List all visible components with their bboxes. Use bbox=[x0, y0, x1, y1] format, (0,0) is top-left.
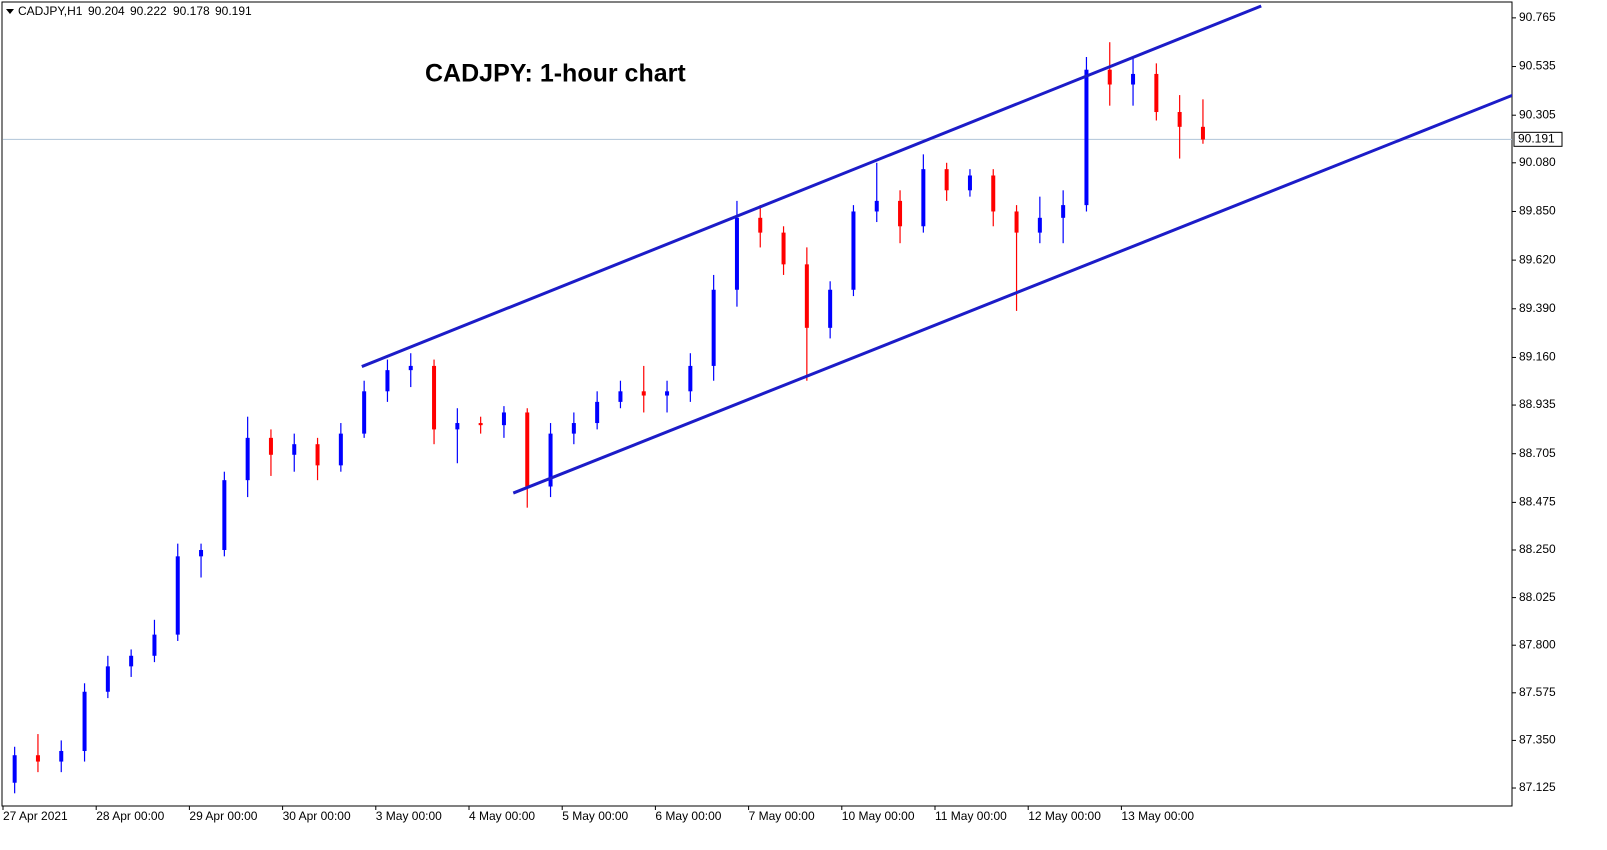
y-tick-label: 88.935 bbox=[1519, 397, 1556, 411]
candle-body bbox=[688, 365, 693, 392]
candle-body bbox=[758, 217, 763, 233]
candle-body bbox=[1154, 73, 1159, 113]
y-tick-label: 88.475 bbox=[1519, 495, 1556, 509]
x-tick-label: 10 May 00:00 bbox=[842, 809, 915, 823]
y-tick-label: 89.850 bbox=[1519, 204, 1556, 218]
plot-frame bbox=[1, 1, 1513, 807]
channel-line bbox=[361, 4, 1262, 368]
y-tick-label: 90.535 bbox=[1519, 59, 1556, 73]
header-high: 90.222 bbox=[130, 4, 167, 18]
x-tick-label: 6 May 00:00 bbox=[655, 809, 721, 823]
y-tick-label: 88.705 bbox=[1519, 446, 1556, 460]
x-tick-label: 29 Apr 00:00 bbox=[189, 809, 257, 823]
candle-body bbox=[478, 423, 483, 426]
candle-body bbox=[641, 391, 646, 396]
candle-body bbox=[571, 423, 576, 434]
y-tick-label: 87.350 bbox=[1519, 733, 1556, 747]
candle-body bbox=[665, 391, 670, 396]
candle-body bbox=[35, 755, 40, 762]
candle-body bbox=[618, 391, 623, 402]
x-tick-label: 28 Apr 00:00 bbox=[96, 809, 164, 823]
x-tick-label: 5 May 00:00 bbox=[562, 809, 628, 823]
header-close: 90.191 bbox=[215, 4, 252, 18]
candle-body bbox=[292, 444, 297, 455]
candle-body bbox=[828, 289, 833, 328]
y-tick-label: 90.305 bbox=[1519, 107, 1556, 121]
x-tick-label: 7 May 00:00 bbox=[749, 809, 815, 823]
candle-body bbox=[385, 370, 390, 392]
candle-body bbox=[734, 217, 739, 290]
candle-body bbox=[1131, 73, 1136, 85]
candle-body bbox=[82, 691, 87, 751]
candle-body bbox=[12, 755, 17, 783]
header-open: 90.204 bbox=[88, 4, 125, 18]
candle-body bbox=[199, 549, 204, 557]
candle-body bbox=[432, 365, 437, 430]
candle-body bbox=[362, 391, 367, 434]
candle-body bbox=[804, 264, 809, 328]
candle-body bbox=[129, 655, 134, 667]
candle-body bbox=[105, 666, 110, 692]
candle-body bbox=[525, 412, 530, 487]
candle-body bbox=[548, 433, 553, 487]
candle-body bbox=[1014, 211, 1019, 233]
symbol: CADJPY,H1 bbox=[18, 4, 83, 18]
candle-body bbox=[408, 365, 413, 371]
candle-body bbox=[152, 634, 157, 656]
candle-body bbox=[268, 437, 273, 455]
candle-body bbox=[1107, 69, 1112, 85]
candle-body bbox=[711, 289, 716, 366]
y-tick-label: 87.800 bbox=[1519, 637, 1556, 651]
candle-body bbox=[175, 556, 180, 635]
last-price-box bbox=[1513, 131, 1563, 147]
y-tick-label: 90.765 bbox=[1519, 10, 1556, 24]
candle-body bbox=[967, 175, 972, 191]
chart-title: CADJPY: 1-hour chart bbox=[425, 60, 686, 88]
y-tick-label: 89.620 bbox=[1519, 252, 1556, 266]
x-tick-label: 30 Apr 00:00 bbox=[283, 809, 351, 823]
candle-body bbox=[1177, 112, 1182, 127]
candle-body bbox=[455, 423, 460, 430]
y-tick-label: 90.080 bbox=[1519, 155, 1556, 169]
x-tick-label: 12 May 00:00 bbox=[1028, 809, 1101, 823]
x-tick-label: 13 May 00:00 bbox=[1121, 809, 1194, 823]
candle-body bbox=[944, 169, 949, 191]
y-tick-label: 89.390 bbox=[1519, 301, 1556, 315]
candle-body bbox=[1084, 69, 1089, 206]
x-tick-label: 11 May 00:00 bbox=[935, 809, 1007, 823]
candle-body bbox=[921, 169, 926, 227]
candle-body bbox=[1061, 205, 1066, 218]
candle-body bbox=[338, 433, 343, 466]
candle-body bbox=[1200, 126, 1205, 140]
x-tick-label: 3 May 00:00 bbox=[376, 809, 442, 823]
candle-body bbox=[898, 200, 903, 227]
candle-body bbox=[501, 412, 506, 426]
candle-body bbox=[595, 401, 600, 424]
x-tick-label: 27 Apr 2021 bbox=[3, 809, 68, 823]
candle-body bbox=[59, 750, 64, 762]
candle-body bbox=[781, 232, 786, 265]
candle-body bbox=[315, 444, 320, 466]
candle-body bbox=[991, 175, 996, 212]
last-price-label: 90.191 bbox=[1518, 131, 1555, 145]
channel-line bbox=[512, 93, 1512, 495]
x-tick-label: 4 May 00:00 bbox=[469, 809, 535, 823]
y-tick-label: 87.575 bbox=[1519, 685, 1556, 699]
candle-body bbox=[851, 211, 856, 290]
y-tick-label: 87.125 bbox=[1519, 780, 1556, 794]
candle-body bbox=[874, 200, 879, 212]
header-low: 90.178 bbox=[173, 4, 210, 18]
y-tick-label: 88.025 bbox=[1519, 590, 1556, 604]
candle-body bbox=[245, 437, 250, 481]
candle-body bbox=[1037, 217, 1042, 233]
y-tick-label: 88.250 bbox=[1519, 542, 1556, 556]
candle-body bbox=[222, 480, 227, 550]
menu-arrow[interactable] bbox=[6, 9, 14, 14]
y-tick-label: 89.160 bbox=[1519, 350, 1556, 364]
